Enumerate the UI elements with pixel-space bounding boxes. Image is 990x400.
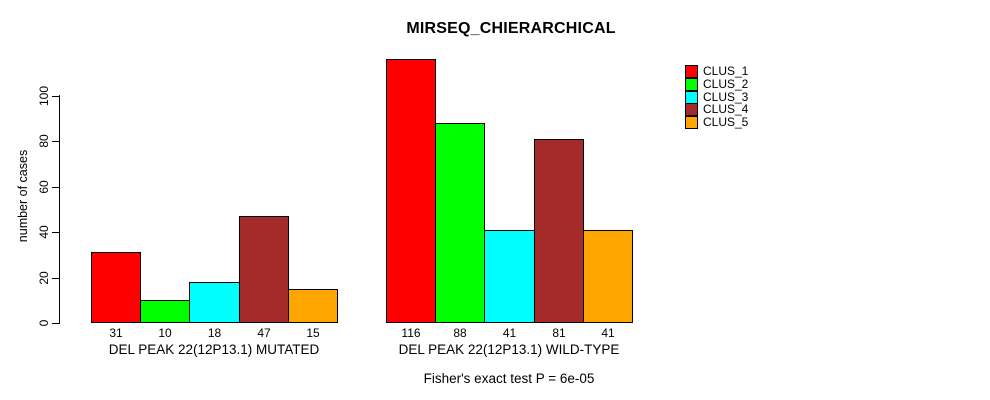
y-axis-line	[59, 95, 60, 324]
legend-item-clus_5: CLUS_5	[685, 116, 748, 129]
y-tick-label: 40	[37, 225, 51, 239]
legend-item-label: CLUS_1	[703, 64, 749, 78]
bar-clus_5-group1	[288, 289, 338, 323]
y-tick-mark	[52, 141, 59, 142]
legend-item-clus_4: CLUS_4	[685, 102, 749, 117]
y-tick-mark	[52, 187, 59, 188]
legend-item-label: CLUS_4	[703, 102, 749, 117]
y-tick-label: 20	[37, 271, 51, 285]
bar-value-label: 41	[502, 326, 517, 340]
legend-swatch-icon	[685, 116, 698, 129]
bar-clus_4-group2	[534, 139, 584, 323]
bar-value-label: 31	[109, 326, 123, 340]
legend-swatch-icon	[685, 90, 698, 104]
bar-value-label: 18	[207, 326, 222, 340]
legend-swatch-icon	[685, 77, 698, 91]
bar-clus_5-group2	[583, 230, 633, 323]
bar-clus_1-group1	[91, 252, 141, 323]
bar-clus_2-group2	[435, 123, 485, 323]
legend-item-clus_2: CLUS_2	[685, 76, 749, 91]
legend-item-clus_1: CLUS_1	[685, 65, 748, 78]
legend-item-label: CLUS_3	[703, 89, 749, 104]
bar-value-label: 10	[158, 326, 172, 340]
y-tick-label: 0	[37, 319, 51, 327]
bar-value-label: 81	[552, 326, 566, 340]
y-tick-mark	[52, 323, 59, 324]
bar-value-label: 88	[453, 326, 467, 340]
legend-item-label: CLUS_5	[703, 115, 749, 129]
x-group-label: DEL PEAK 22(12P13.1) WILD-TYPE	[398, 342, 620, 357]
bar-value-label: 41	[601, 326, 615, 340]
y-tick-label: 80	[37, 134, 51, 148]
y-tick-mark	[52, 232, 59, 233]
y-tick-mark	[52, 96, 59, 97]
bar-clus_3-group1	[189, 282, 240, 323]
legend-swatch-icon	[685, 65, 698, 78]
bar-value-label: 116	[401, 326, 421, 340]
y-tick-label: 60	[37, 180, 51, 194]
bar-clus_1-group2	[386, 59, 436, 323]
chart-title: MIRSEQ_CHIERARCHICAL	[406, 20, 616, 37]
y-tick-label: 100	[37, 85, 51, 107]
x-group-label: DEL PEAK 22(12P13.1) MUTATED	[108, 342, 320, 357]
legend-item-label: CLUS_2	[703, 76, 749, 91]
bar-clus_2-group1	[140, 300, 190, 323]
bar-clus_4-group1	[239, 216, 289, 323]
legend-swatch-icon	[685, 103, 698, 117]
bar-clus_3-group2	[484, 230, 535, 323]
bar-value-label: 47	[257, 326, 271, 340]
y-tick-mark	[52, 278, 59, 279]
footnote-text: Fisher's exact test P = 6e-05	[423, 371, 595, 386]
bar-value-label: 15	[306, 326, 320, 340]
legend-item-clus_3: CLUS_3	[685, 89, 749, 104]
